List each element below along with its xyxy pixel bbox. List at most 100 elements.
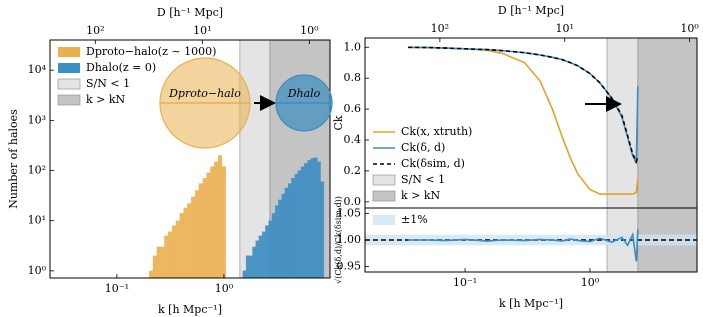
plot-area: [148, 40, 330, 278]
y-tick-label: 10²: [28, 164, 46, 177]
histogram-bar: [183, 207, 188, 278]
axes-frame: [49, 39, 331, 279]
span: [606, 38, 639, 208]
histogram-bar: [217, 155, 223, 278]
legend-label: S/N < 1: [401, 173, 445, 186]
x2-tick-label: 10²: [86, 24, 104, 37]
legend-label: Dhalo(z = 0): [86, 61, 156, 74]
x2-tick-label: 10¹: [193, 24, 211, 37]
histogram-bar: [307, 160, 311, 278]
y-tick-label: 1.0: [344, 40, 362, 53]
x2-axis-label: D [h⁻¹ Mpc]: [157, 6, 223, 19]
histogram-bar: [320, 181, 325, 278]
histogram-bar: [191, 196, 196, 278]
histogram-bar: [294, 173, 299, 278]
y-tick-label: 10⁰: [28, 264, 47, 277]
histogram-bar: [274, 205, 279, 278]
line-series: [408, 229, 639, 262]
x2-tick-label: 10¹: [556, 22, 574, 35]
histogram-bar: [242, 270, 247, 278]
histogram-bar: [152, 255, 157, 278]
y-tick-label: 0.6: [344, 102, 362, 115]
legend-label: k > kN: [86, 93, 126, 106]
histogram-bar: [187, 203, 192, 278]
x2-tick-label: 10²: [431, 22, 449, 35]
histogram-bar: [221, 166, 226, 278]
annotation: Dproto−halo: [168, 87, 241, 100]
histogram-bar: [284, 187, 289, 278]
y-tick-label: 10⁴: [28, 63, 47, 76]
histogram-bar: [287, 183, 292, 278]
legend-swatch: [58, 63, 80, 73]
legend-label: Dproto−halo(z ∼ 1000): [86, 45, 216, 58]
histogram-bar: [313, 157, 318, 278]
legend-swatch: [58, 47, 80, 57]
plot-area: [408, 38, 697, 208]
histogram-bar: [297, 170, 302, 278]
histogram-bar: [310, 158, 315, 278]
y-tick-label: 0.4: [344, 133, 362, 146]
legend-swatch: [57, 78, 81, 90]
legend-swatch: [372, 174, 396, 186]
histogram-bar: [317, 161, 321, 278]
x2-tick-label: 10⁰: [300, 24, 319, 37]
legend-label: Ck(x, xtruth): [401, 125, 472, 138]
y-tick-label: 10¹: [28, 214, 46, 227]
span: [637, 38, 697, 208]
legend-swatch: [57, 94, 81, 106]
legend-swatch: [373, 215, 395, 225]
x-axis-label: k [h Mpc⁻¹]: [158, 303, 222, 316]
x2-tick-label: 10⁰: [680, 22, 699, 35]
y-tick-label: 10³: [28, 113, 46, 126]
line-series: [408, 46, 639, 164]
x-tick-label: 10⁻¹: [453, 276, 477, 289]
histogram-bar: [194, 190, 200, 278]
legend-swatch: [372, 190, 396, 202]
histogram-bar: [255, 240, 259, 278]
histogram-bar: [156, 246, 161, 278]
histogram-bar: [268, 220, 273, 278]
legend-label: ±1%: [401, 213, 428, 226]
histogram-bar: [258, 235, 263, 278]
x-tick-label: 10⁰: [215, 282, 234, 295]
histogram-bar: [210, 166, 215, 278]
x2-axis-label: D [h⁻¹ Mpc]: [498, 4, 564, 17]
x-axis-label: k [h Mpc⁻¹]: [499, 297, 563, 310]
histogram-bar: [262, 231, 266, 278]
legend-label: Ck(δ, d): [401, 141, 445, 154]
histogram-bar: [300, 166, 305, 278]
histogram-bar: [252, 246, 256, 278]
histogram-bar: [179, 213, 184, 278]
histogram-bar: [164, 235, 169, 278]
histogram-bar: [265, 225, 269, 278]
histogram-bar: [160, 246, 165, 278]
y-tick-label: 1.00: [337, 233, 362, 246]
histogram-bar: [206, 172, 211, 278]
x-tick-label: 10⁰: [581, 276, 600, 289]
annotation: Dhalo: [287, 87, 321, 100]
y-tick-label: 0.8: [344, 71, 362, 84]
histogram-bar: [271, 213, 276, 278]
y-tick-label: 0.95: [337, 260, 362, 273]
histogram-bar: [278, 199, 282, 278]
histogram-bar: [148, 270, 154, 278]
histogram-bar: [304, 163, 308, 278]
histogram-bar: [175, 220, 180, 278]
histogram-bar: [248, 255, 253, 278]
histogram-bar: [171, 225, 177, 278]
x-tick-label: 10⁻¹: [105, 282, 129, 295]
y-axis-label: Number of haloes: [7, 109, 20, 209]
y-axis-label: Ck: [332, 115, 345, 130]
y-tick-label: 1.05: [337, 206, 362, 219]
histogram-bar: [245, 255, 250, 278]
plot-area: [365, 208, 697, 272]
legend-label: Ck(δsim, d): [401, 157, 465, 170]
histogram-bar: [168, 231, 173, 278]
y-axis-label: √(Ck(δ,d)/Ck(δsim,d)): [334, 196, 343, 284]
histogram-bar: [198, 183, 203, 278]
y-tick-label: 0.2: [344, 164, 362, 177]
histogram-bar: [281, 193, 286, 278]
y-tick-label: 0.0: [344, 195, 362, 208]
